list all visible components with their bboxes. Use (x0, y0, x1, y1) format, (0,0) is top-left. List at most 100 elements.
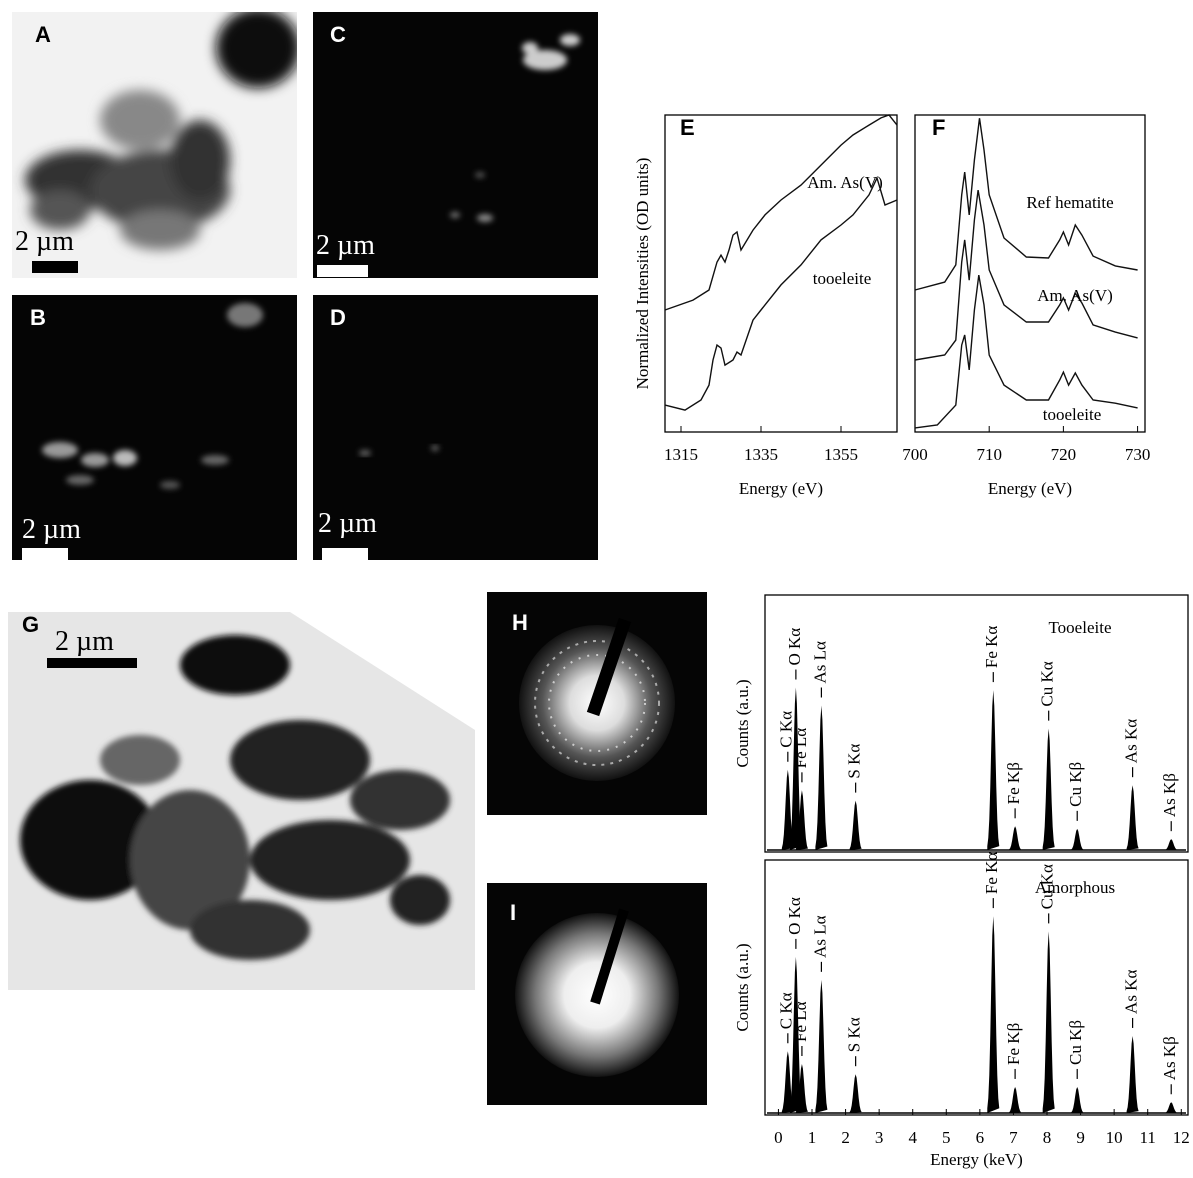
image-d-features (359, 445, 439, 456)
y-axis-label: Counts (a.u.) (733, 943, 752, 1031)
peak (1126, 1036, 1139, 1113)
series-label: tooeleite (1043, 405, 1102, 424)
x-tick-label: 3 (875, 1128, 884, 1147)
panel-label: E (680, 115, 695, 140)
x-tick-label: 720 (1051, 445, 1077, 464)
peak-label: Cu Kα (1038, 661, 1057, 706)
peak-label: C Kα (777, 992, 796, 1029)
panel-c: 2 µm C (313, 12, 598, 278)
plot-frame (914, 114, 1146, 433)
peak (815, 979, 828, 1113)
peak-label: Cu Kα (1038, 864, 1057, 909)
peak (1071, 828, 1084, 850)
peak-label: Fe Kβ (1004, 1023, 1023, 1065)
peak-label: As Lα (810, 641, 829, 684)
series-label: Ref hematite (1026, 193, 1113, 212)
spectrum-line (914, 189, 1138, 361)
image-a-features (25, 12, 297, 250)
panel-label: F (932, 115, 945, 140)
scale-bar-label: 2 µm (55, 626, 114, 657)
panel-i: I (487, 883, 707, 1105)
peak-label: Fe Kα (982, 626, 1001, 669)
peak (815, 705, 828, 850)
peak (1126, 785, 1139, 850)
peak-label: C Kα (777, 711, 796, 748)
panel-label: A (35, 22, 51, 47)
x-tick-label: 1355 (824, 445, 858, 464)
x-tick-label: 5 (942, 1128, 951, 1147)
y-axis-label: Counts (a.u.) (733, 679, 752, 767)
spectrum-line (914, 274, 1138, 429)
image-b-features (42, 303, 263, 489)
image-c-features (450, 34, 580, 222)
peak-label: As Kα (1122, 970, 1141, 1014)
scale-bar (32, 261, 78, 273)
chart-title: Tooeleite (1048, 618, 1111, 637)
x-tick-label: 1335 (744, 445, 778, 464)
beam-stop (586, 617, 632, 717)
peak (987, 916, 1000, 1113)
peak (1042, 728, 1055, 850)
x-tick-label: 4 (908, 1128, 917, 1147)
panel-a: 2 µm A (12, 12, 297, 278)
plot-frame (764, 594, 1189, 853)
x-tick-label: 8 (1043, 1128, 1052, 1147)
peak (781, 1051, 794, 1113)
peak-label: S Kα (845, 1017, 864, 1052)
x-tick-label: 9 (1076, 1128, 1085, 1147)
peak (795, 790, 808, 850)
peak-label: Cu Kβ (1066, 762, 1085, 807)
x-tick-label: 730 (1125, 445, 1151, 464)
image-d (313, 295, 598, 560)
spectrum-line (664, 114, 898, 311)
spectrum-line (664, 176, 898, 411)
peak (1165, 1102, 1178, 1113)
peak (987, 690, 1000, 850)
panel-label: B (30, 305, 46, 330)
x-tick-label: 700 (902, 445, 928, 464)
panel-label: G (22, 612, 39, 637)
peak (1009, 1087, 1022, 1113)
peak-label: O Kα (785, 897, 804, 935)
panel-label: C (330, 22, 346, 47)
diffraction-ring (534, 640, 660, 766)
chart-title: Amorphous (1035, 878, 1115, 897)
peak-label: As Kβ (1160, 1036, 1179, 1080)
peak (849, 800, 862, 850)
peak (849, 1074, 862, 1113)
peak-label: Fe Lα (791, 1001, 810, 1042)
peak-label: As Kβ (1160, 773, 1179, 817)
scale-bar-label: 2 µm (15, 226, 74, 257)
series-label: Am. As(V) (1037, 286, 1113, 305)
scale-bar (22, 548, 68, 560)
y-axis-label: Normalized Intensities (OD units) (633, 158, 652, 390)
scale-bar (47, 658, 137, 668)
peak-label: As Kα (1122, 719, 1141, 763)
peak-label: As Lα (810, 915, 829, 958)
peak-label: Cu Kβ (1066, 1020, 1085, 1065)
peak-label: S Kα (845, 744, 864, 779)
x-tick-label: 11 (1140, 1128, 1156, 1147)
peak (1165, 839, 1178, 850)
plot-frame (764, 859, 1189, 1116)
scale-bar-label: 2 µm (318, 508, 377, 539)
x-axis-label: Energy (eV) (988, 479, 1072, 498)
panel-h: H (487, 592, 707, 815)
peak (1009, 826, 1022, 850)
peak (1071, 1087, 1084, 1113)
x-axis-label: Energy (eV) (739, 479, 823, 498)
plot-frame (664, 114, 898, 433)
x-tick-label: 0 (774, 1128, 783, 1147)
x-tick-label: 1315 (664, 445, 698, 464)
panel-b: 2 µm B (12, 295, 297, 560)
scale-bar (317, 265, 368, 277)
x-tick-label: 12 (1173, 1128, 1190, 1147)
peak (789, 687, 802, 850)
panel-d: 2 µm D (313, 295, 598, 560)
peak-label: Fe Kα (982, 852, 1001, 895)
peak-label: Fe Lα (791, 728, 810, 769)
image-g-features (20, 635, 450, 960)
series-label: tooeleite (813, 269, 872, 288)
panel-label: H (512, 610, 528, 635)
